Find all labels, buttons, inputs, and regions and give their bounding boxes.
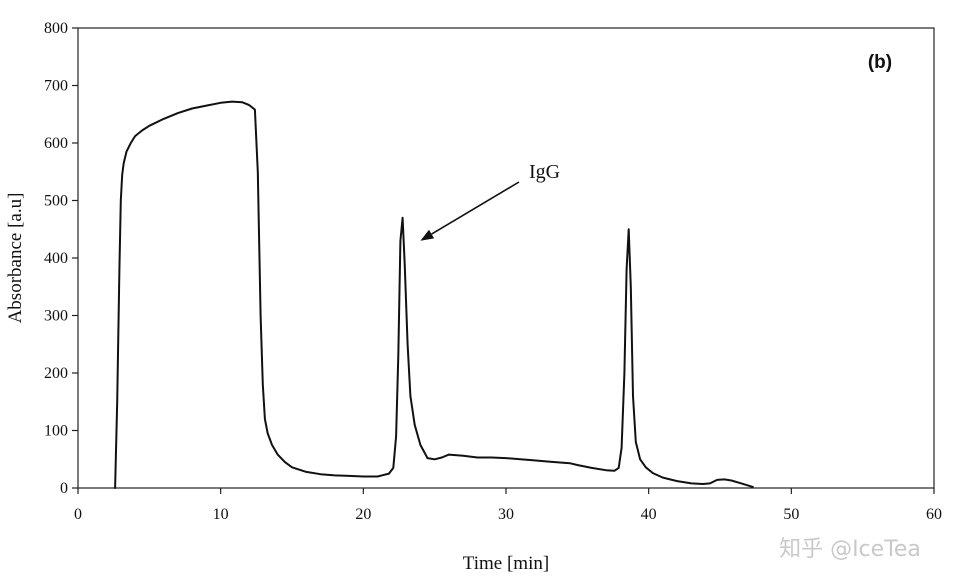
y-tick-label: 400 <box>44 250 68 267</box>
x-axis: 0 10 20 30 40 50 60 <box>74 488 942 523</box>
y-axis: 0 100 200 300 400 500 600 700 800 <box>44 20 78 497</box>
x-tick-label: 40 <box>641 506 657 523</box>
y-tick-label: 800 <box>44 20 68 37</box>
annotation-arrow-line <box>431 181 520 235</box>
x-tick-label: 0 <box>74 506 82 523</box>
y-tick-label: 200 <box>44 365 68 382</box>
absorbance-series-line <box>114 100 754 489</box>
panel-label: (b) <box>868 52 892 73</box>
y-tick-label: 300 <box>44 308 68 325</box>
annotation-arrow-head <box>420 229 435 241</box>
y-axis-title: Absorbance [a.u] <box>5 193 26 324</box>
y-tick-label: 500 <box>44 193 68 210</box>
x-tick-label: 30 <box>498 506 514 523</box>
y-tick-label: 600 <box>44 135 68 152</box>
x-tick-label: 20 <box>355 506 371 523</box>
x-tick-label: 10 <box>213 506 229 523</box>
annotation-label: IgG <box>529 161 560 183</box>
x-tick-label: 60 <box>926 506 942 523</box>
y-tick-label: 0 <box>60 480 68 497</box>
x-tick-label: 50 <box>783 506 799 523</box>
watermark: 知乎 @IceTea <box>779 537 921 562</box>
igg-annotation: IgG <box>420 161 560 241</box>
plot-area <box>77 27 935 489</box>
x-axis-title: Time [min] <box>463 553 549 574</box>
y-tick-label: 100 <box>44 423 68 440</box>
y-tick-label: 700 <box>44 78 68 95</box>
